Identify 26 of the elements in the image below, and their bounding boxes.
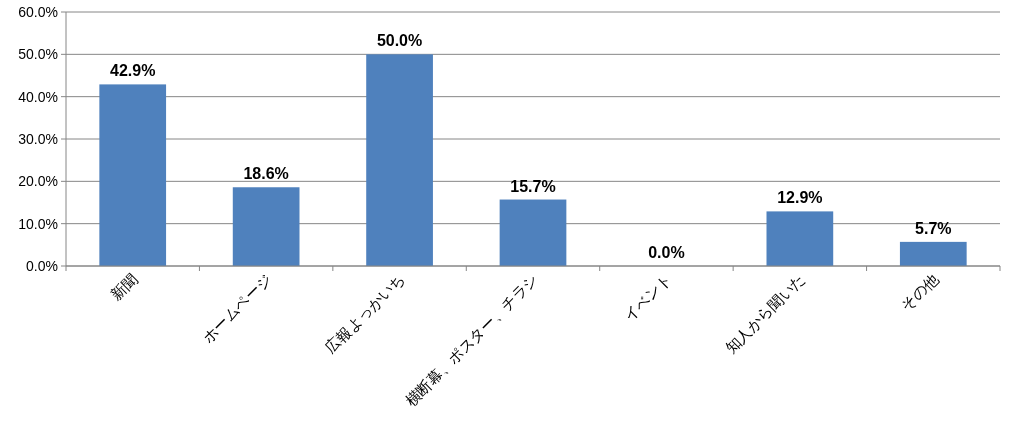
x-tick-label: イベント <box>620 270 675 325</box>
data-label: 42.9% <box>110 62 156 80</box>
y-tick-label: 20.0% <box>18 173 58 190</box>
bar <box>366 54 433 266</box>
data-label: 0.0% <box>648 244 685 261</box>
y-tick-label: 0.0% <box>26 258 58 274</box>
data-label: 12.9% <box>777 189 823 207</box>
x-tick-label: 知人から聞いた <box>721 270 808 357</box>
bar <box>899 241 967 266</box>
bar <box>766 211 834 266</box>
x-tick-label: 広報よっかいち <box>321 270 408 357</box>
y-tick-label: 40.0% <box>18 88 58 105</box>
bar <box>499 199 567 266</box>
y-tick-label: 60.0% <box>18 4 58 20</box>
data-label: 50.0% <box>376 32 423 50</box>
y-tick-label: 50.0% <box>18 46 58 63</box>
data-label: 5.7% <box>915 219 952 237</box>
data-label: 15.7% <box>510 177 556 195</box>
bar <box>232 187 300 266</box>
x-tick-label: ホームページ <box>198 270 275 346</box>
bar <box>99 84 167 266</box>
x-tick-label: 新聞 <box>107 270 141 304</box>
y-tick-label: 30.0% <box>18 131 58 147</box>
x-tick-label: その他 <box>897 270 942 314</box>
data-label: 18.6% <box>243 165 289 183</box>
y-tick-label: 10.0% <box>18 215 58 232</box>
